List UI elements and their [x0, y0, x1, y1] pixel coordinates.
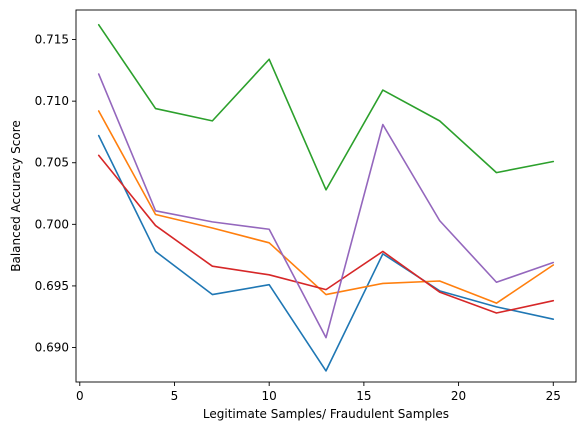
- y-tick-label: 0.710: [35, 94, 69, 108]
- series-line-5: [97, 73, 555, 339]
- x-tick-label: 15: [356, 389, 371, 403]
- y-tick-label: 0.700: [35, 217, 69, 231]
- y-tick-label: 0.695: [35, 279, 69, 293]
- series-line-3: [97, 23, 555, 191]
- x-tick-label: 20: [451, 389, 466, 403]
- x-axis-label: Legitimate Samples/ Fraudulent Samples: [203, 407, 449, 421]
- series-layer: [97, 23, 555, 372]
- x-tick-label: 10: [262, 389, 277, 403]
- x-tick-label: 0: [76, 389, 84, 403]
- series-line-1: [97, 134, 555, 372]
- y-tick-label: 0.690: [35, 341, 69, 355]
- y-axis-label: Balanced Accuracy Score: [9, 120, 23, 272]
- x-tick-label: 5: [171, 389, 179, 403]
- x-tick-label: 25: [546, 389, 561, 403]
- y-tick-label: 0.715: [35, 33, 69, 47]
- series-line-4: [97, 154, 555, 314]
- series-line-2: [97, 110, 555, 304]
- axes-frame: [75, 9, 577, 383]
- y-tick-label: 0.705: [35, 156, 69, 170]
- x-axis: 0 5 10 15 20 25: [76, 382, 561, 403]
- y-axis: 0.690 0.695 0.700 0.705 0.710 0.715: [35, 33, 76, 355]
